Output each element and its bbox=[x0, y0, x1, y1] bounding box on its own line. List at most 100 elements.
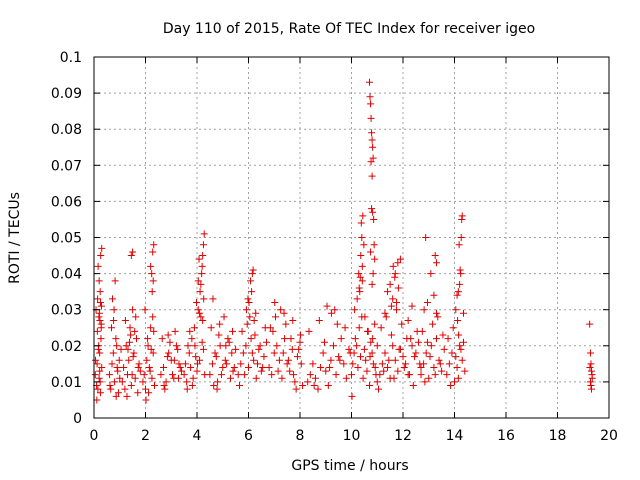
data-point bbox=[189, 374, 197, 382]
data-point bbox=[147, 324, 155, 332]
data-point bbox=[248, 349, 256, 357]
x-tick-label: 6 bbox=[244, 428, 253, 444]
data-point bbox=[311, 374, 319, 382]
data-point bbox=[220, 313, 228, 321]
y-tick-label: 0.08 bbox=[51, 122, 82, 138]
data-point bbox=[353, 295, 361, 303]
data-point bbox=[112, 335, 120, 343]
data-point bbox=[356, 273, 364, 281]
data-point bbox=[221, 356, 229, 364]
data-point bbox=[456, 342, 464, 350]
data-point bbox=[375, 385, 383, 393]
data-point bbox=[134, 363, 142, 371]
data-point bbox=[130, 349, 138, 357]
data-point bbox=[390, 374, 398, 382]
data-point bbox=[147, 345, 155, 353]
data-point bbox=[248, 288, 256, 296]
data-point bbox=[454, 374, 462, 382]
data-point bbox=[393, 306, 401, 314]
data-point bbox=[361, 313, 369, 321]
data-point bbox=[120, 363, 128, 371]
x-tick-label: 18 bbox=[549, 428, 567, 444]
data-point bbox=[387, 331, 395, 339]
data-point bbox=[367, 248, 375, 256]
data-point bbox=[408, 342, 416, 350]
data-point bbox=[164, 331, 172, 339]
data-point bbox=[366, 78, 374, 86]
grid-lines bbox=[94, 57, 609, 418]
data-point bbox=[443, 371, 451, 379]
y-tick-label: 0.09 bbox=[51, 86, 82, 102]
data-point bbox=[369, 154, 377, 162]
data-point bbox=[171, 327, 179, 335]
x-tick-label: 14 bbox=[446, 428, 464, 444]
data-point bbox=[162, 378, 170, 386]
data-point bbox=[323, 302, 331, 310]
data-point bbox=[351, 306, 359, 314]
data-point bbox=[382, 313, 390, 321]
data-point bbox=[199, 252, 207, 260]
data-point bbox=[96, 367, 104, 375]
data-point bbox=[368, 136, 376, 144]
data-point bbox=[355, 324, 363, 332]
data-point bbox=[96, 288, 104, 296]
y-tick-label: 0.02 bbox=[51, 339, 82, 355]
data-point bbox=[432, 335, 440, 343]
data-point bbox=[174, 374, 182, 382]
data-point bbox=[345, 345, 353, 353]
data-point bbox=[353, 342, 361, 350]
data-point bbox=[94, 345, 102, 353]
data-point bbox=[208, 360, 216, 368]
data-point bbox=[296, 338, 304, 346]
data-point bbox=[447, 382, 455, 390]
data-point bbox=[349, 360, 357, 368]
data-point bbox=[422, 349, 430, 357]
data-point bbox=[180, 371, 188, 379]
data-point bbox=[384, 363, 392, 371]
data-point bbox=[402, 360, 410, 368]
data-point bbox=[199, 241, 207, 249]
y-tick-label: 0 bbox=[73, 411, 82, 427]
data-point bbox=[114, 367, 122, 375]
data-point bbox=[211, 349, 219, 357]
data-point bbox=[389, 262, 397, 270]
data-point bbox=[127, 331, 135, 339]
data-point bbox=[272, 313, 280, 321]
data-point bbox=[98, 244, 106, 252]
data-point bbox=[315, 317, 323, 325]
data-points bbox=[91, 78, 596, 404]
data-point bbox=[391, 273, 399, 281]
data-point bbox=[206, 371, 214, 379]
data-point bbox=[121, 385, 129, 393]
data-point bbox=[148, 288, 156, 296]
data-point bbox=[368, 172, 376, 180]
data-point bbox=[107, 385, 115, 393]
axis-ticks bbox=[93, 56, 610, 419]
data-point bbox=[455, 331, 463, 339]
data-point bbox=[249, 266, 257, 274]
data-point bbox=[198, 338, 206, 346]
data-point bbox=[142, 385, 149, 393]
data-point bbox=[161, 385, 169, 393]
data-point bbox=[329, 342, 337, 350]
data-point bbox=[198, 262, 206, 270]
data-point bbox=[117, 345, 125, 353]
data-point bbox=[342, 374, 350, 382]
data-point bbox=[359, 212, 367, 220]
data-point bbox=[381, 309, 389, 317]
data-point bbox=[449, 324, 457, 332]
data-point bbox=[391, 270, 399, 278]
data-point bbox=[306, 371, 314, 379]
data-point bbox=[426, 353, 434, 361]
data-point bbox=[149, 248, 157, 256]
data-point bbox=[457, 270, 465, 278]
data-point bbox=[197, 280, 205, 288]
data-point bbox=[394, 284, 402, 292]
data-point bbox=[183, 385, 191, 393]
data-point bbox=[369, 335, 377, 343]
data-point bbox=[348, 392, 356, 400]
data-point bbox=[458, 356, 466, 364]
data-point bbox=[174, 345, 182, 353]
data-point bbox=[297, 360, 305, 368]
data-point bbox=[219, 363, 227, 371]
